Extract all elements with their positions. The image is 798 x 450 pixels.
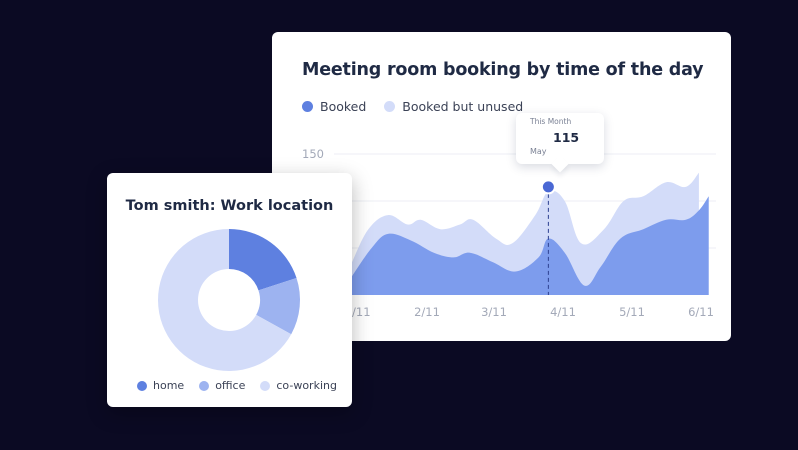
x-tick-label-1: 2/11 bbox=[414, 305, 440, 319]
x-tick-label-0: /11 bbox=[352, 305, 371, 319]
legend-label-co-working: co-working bbox=[276, 379, 337, 392]
legend-label-office: office bbox=[215, 379, 246, 392]
legend-label-booked: Booked bbox=[320, 99, 367, 114]
chart-tooltip: This Month 115 May bbox=[516, 113, 604, 164]
legend-dot-office bbox=[199, 380, 210, 391]
legend-item-office[interactable]: office bbox=[199, 379, 245, 392]
work-location-donut-chart bbox=[157, 228, 300, 371]
donut-slice-home bbox=[229, 229, 297, 291]
y-tick-label: 150 bbox=[302, 147, 324, 161]
tooltip-month: May bbox=[530, 147, 547, 156]
legend-label-booked-unused: Booked but unused bbox=[402, 99, 524, 114]
tooltip-value: 115 bbox=[553, 130, 580, 145]
tooltip-period-label: This Month bbox=[530, 117, 572, 126]
donut-slice-office bbox=[256, 278, 300, 335]
x-tick-label-4: 5/11 bbox=[619, 305, 645, 319]
work-location-card: Tom smith: Work location home office co-… bbox=[107, 173, 352, 407]
booking-chart-title: Meeting room booking by time of the day bbox=[302, 60, 704, 80]
booking-area-chart: 150/11 2/11 3/11 4/11 5/11 6/11 bbox=[302, 147, 716, 319]
booking-chart-legend: Booked Booked but unused bbox=[302, 99, 541, 114]
legend-dot-co-working bbox=[260, 380, 271, 391]
legend-item-booked-unused[interactable]: Booked but unused bbox=[384, 99, 523, 114]
x-tick-label-5: 6/11 bbox=[688, 305, 714, 319]
area-series-booked bbox=[352, 196, 709, 295]
legend-item-home[interactable]: home bbox=[137, 379, 184, 392]
legend-dot-home bbox=[137, 380, 147, 391]
legend-dot-booked-unused bbox=[384, 101, 396, 112]
work-location-title: Tom smith: Work location bbox=[125, 198, 334, 214]
legend-item-booked[interactable]: Booked bbox=[302, 99, 366, 114]
tooltip-marker bbox=[540, 179, 556, 195]
work-location-legend: home office co-working bbox=[137, 379, 352, 392]
legend-item-co-working[interactable]: co-working bbox=[260, 379, 337, 392]
legend-dot-booked bbox=[302, 101, 313, 112]
legend-label-home: home bbox=[153, 379, 185, 392]
x-tick-label-2: 3/11 bbox=[481, 305, 507, 319]
x-tick-label-3: 4/11 bbox=[550, 305, 576, 319]
donut-slice-co-working bbox=[157, 228, 292, 371]
